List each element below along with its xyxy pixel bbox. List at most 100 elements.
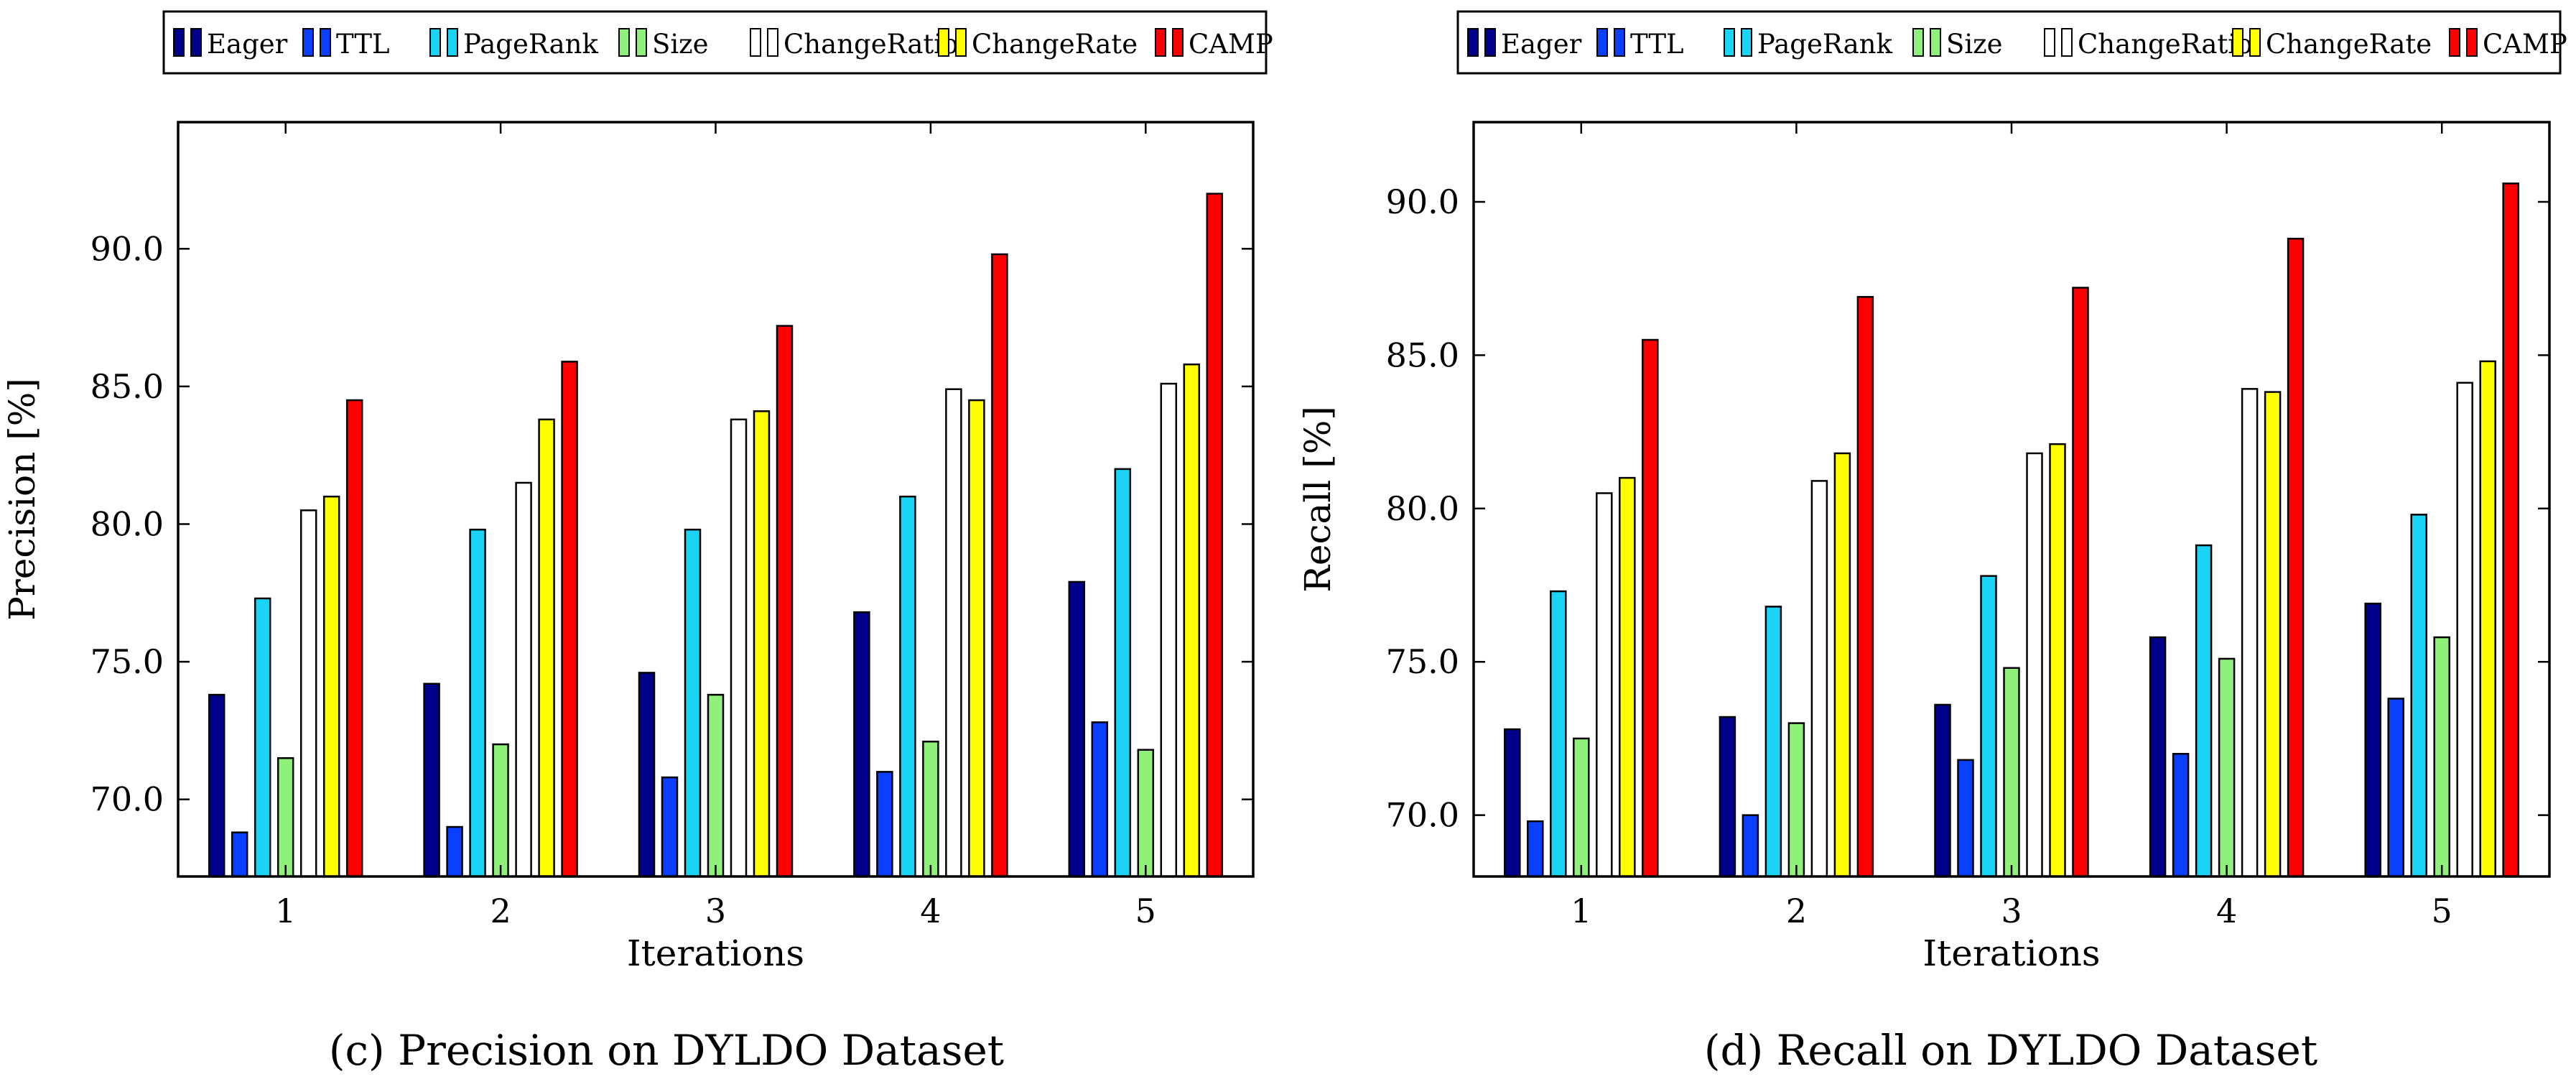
x-tick-label: 2 (1786, 892, 1807, 930)
bar-changeratio-2 (1810, 480, 1828, 878)
legend-swatch-changerate (2232, 28, 2243, 57)
y-tick-label: 70.0 (90, 780, 164, 819)
y-tick-label: 90.0 (1386, 182, 1459, 221)
bar-size-1 (1573, 737, 1590, 878)
x-tick-label: 1 (275, 892, 296, 930)
bar-changerate-5 (1183, 363, 1201, 878)
bar-pagerank-2 (1764, 606, 1782, 878)
bar-eager-4 (853, 611, 870, 878)
bar-camp-5 (2502, 182, 2519, 878)
bar-camp-4 (2287, 237, 2305, 878)
legend-swatch-pagerank (429, 28, 441, 57)
bar-changeratio-1 (1596, 492, 1613, 878)
legend-swatch-changerate (2249, 28, 2261, 57)
y-tick-label: 80.0 (1386, 489, 1459, 528)
bar-changeratio-4 (2241, 388, 2259, 878)
bar-changeratio-5 (1160, 382, 1178, 878)
legend-label-changerate: ChangeRate (972, 29, 1138, 60)
legend-swatch-ttl (320, 28, 331, 57)
bar-changerate-3 (753, 410, 771, 878)
bar-eager-1 (1504, 728, 1521, 878)
bar-camp-3 (776, 325, 794, 878)
x-tick-label: 3 (705, 892, 726, 930)
bar-changeratio-4 (945, 388, 962, 878)
x-tick-label: 5 (2432, 892, 2452, 930)
figure-caption: (d) Recall on DYLDO Dataset (1704, 1026, 2317, 1075)
legend-swatch-size (1930, 28, 1941, 57)
legend-swatch-camp (2449, 28, 2460, 57)
bar-eager-3 (1934, 703, 1951, 878)
bar-pagerank-5 (2410, 514, 2427, 878)
bar-changerate-3 (2049, 443, 2066, 878)
bar-ttl-2 (446, 825, 463, 878)
legend-label-camp: CAMP (1189, 29, 1273, 60)
bar-eager-5 (2364, 602, 2381, 878)
bar-eager-3 (638, 672, 656, 878)
bar-ttl-4 (876, 771, 893, 878)
legend-label-changeratio: ChangeRatio (2078, 29, 2252, 60)
bar-size-5 (2433, 636, 2450, 878)
legend-swatch-changeratio (750, 28, 761, 57)
legend-label-changerate: ChangeRate (2266, 29, 2432, 60)
legend-label-eager: Eager (1501, 29, 1582, 60)
legend-swatch-changerate (938, 28, 949, 57)
x-tick-label: 5 (1135, 892, 1156, 930)
bar-size-2 (492, 743, 509, 878)
y-axis-label: Precision [%] (1, 378, 43, 621)
bar-size-1 (276, 756, 294, 878)
legend-swatch-changeratio (767, 28, 778, 57)
legend-label-pagerank: PageRank (463, 29, 598, 60)
figure-caption: (c) Precision on DYLDO Dataset (329, 1026, 1004, 1075)
bar-ttl-1 (231, 831, 248, 878)
legend-swatch-camp (1172, 28, 1184, 57)
legend-swatch-pagerank (1724, 28, 1735, 57)
x-tick-label: 4 (920, 892, 941, 930)
y-tick-label: 80.0 (90, 504, 164, 543)
legend-swatch-size (1912, 28, 1924, 57)
bar-ttl-2 (1742, 814, 1759, 878)
bar-pagerank-3 (684, 528, 702, 878)
bar-size-3 (707, 693, 725, 878)
legend-label-ttl: TTL (1630, 29, 1684, 60)
legend-label-ttl: TTL (336, 29, 390, 60)
bar-size-5 (1137, 749, 1155, 878)
bar-eager-4 (2149, 636, 2167, 878)
bars (208, 193, 1224, 878)
y-tick-label: 90.0 (90, 229, 164, 268)
bar-changerate-2 (538, 418, 555, 878)
x-axis-label: Iterations (627, 933, 804, 974)
bar-size-4 (922, 740, 939, 878)
y-tick-label: 75.0 (1386, 642, 1459, 681)
bar-changeratio-3 (2026, 452, 2043, 878)
bar-camp-1 (1642, 338, 1659, 878)
legend-swatch-ttl (1596, 28, 1608, 57)
legend-swatch-changeratio (2061, 28, 2073, 57)
bar-camp-2 (561, 361, 578, 878)
legend-swatch-changeratio (2044, 28, 2055, 57)
bars (1504, 182, 2519, 878)
bar-changeratio-5 (2456, 381, 2473, 878)
bar-changerate-2 (1833, 452, 1851, 878)
bar-camp-5 (1206, 193, 1224, 878)
legend-swatch-eager (1484, 28, 1496, 57)
legend-swatch-camp (2466, 28, 2478, 57)
legend-label-eager: Eager (207, 29, 288, 60)
bar-pagerank-1 (254, 597, 271, 878)
y-tick-label: 75.0 (90, 642, 164, 681)
bar-eager-2 (423, 682, 440, 878)
bar-pagerank-5 (1114, 468, 1132, 878)
bar-changeratio-1 (299, 509, 317, 878)
legend-label-camp: CAMP (2483, 29, 2567, 60)
legend-box (1456, 10, 2562, 75)
x-tick-label: 4 (2216, 892, 2237, 930)
bar-pagerank-2 (469, 528, 486, 878)
bar-changerate-1 (1619, 476, 1636, 878)
legend: Eager TTL PageRank Size ChangeRatio ChangeRat… (162, 10, 1273, 75)
bar-eager-2 (1719, 716, 1736, 878)
bar-pagerank-4 (899, 495, 916, 878)
bar-pagerank-4 (2195, 544, 2213, 878)
bar-camp-3 (2072, 287, 2089, 878)
legend-label-size: Size (1946, 29, 2003, 60)
bar-ttl-1 (1527, 820, 1544, 878)
